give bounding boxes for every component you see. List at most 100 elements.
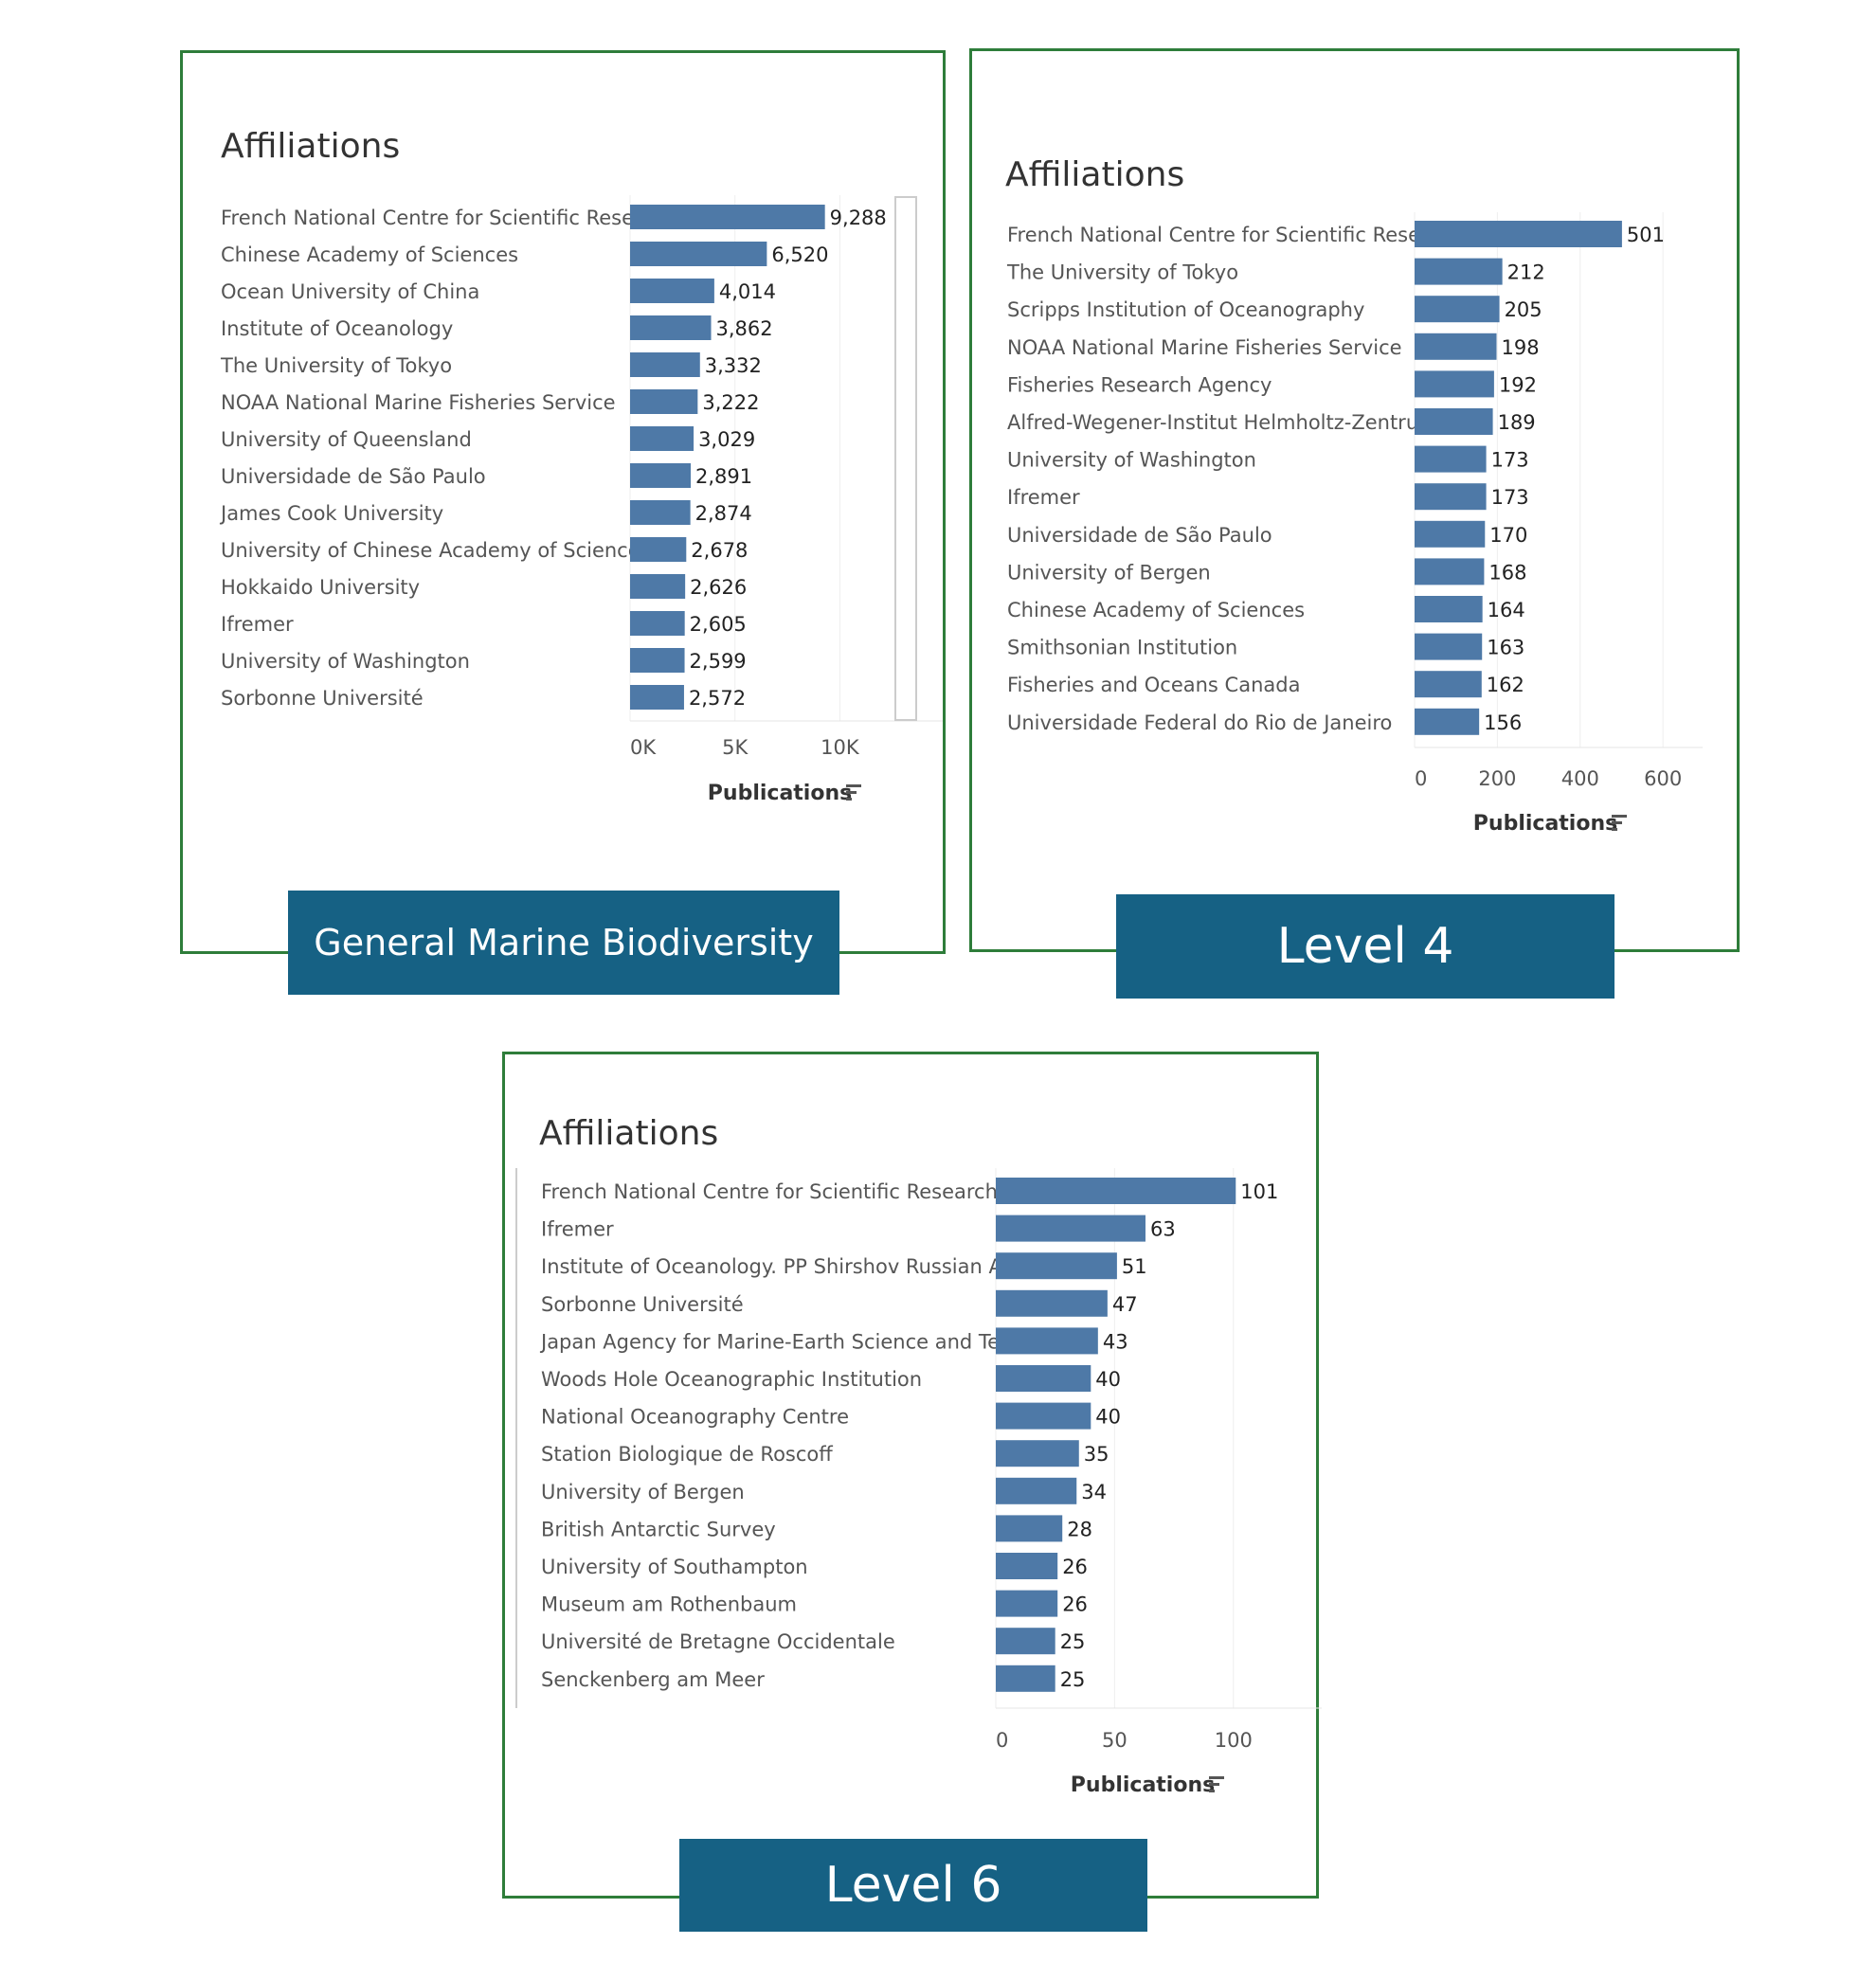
bar: [1415, 596, 1483, 622]
category-label: Sorbonne Université: [221, 687, 424, 710]
bar: [996, 1178, 1236, 1204]
x-tick-label: 0K: [630, 736, 657, 759]
category-label: University of Bergen: [1007, 561, 1211, 584]
value-label: 47: [1112, 1293, 1138, 1316]
bar: [630, 500, 691, 525]
bar: [630, 279, 714, 303]
category-label: Sorbonne Université: [541, 1293, 744, 1316]
value-label: 198: [1502, 336, 1540, 359]
value-label: 2,599: [690, 650, 747, 673]
scrollbar-track: [894, 196, 917, 721]
chart-title: Affiliations: [1005, 155, 1184, 194]
bar: [996, 1515, 1063, 1542]
category-label: Ocean University of China: [221, 280, 479, 303]
value-label: 35: [1084, 1443, 1109, 1466]
bar: [996, 1553, 1058, 1579]
bar: [996, 1440, 1079, 1467]
category-label: Museum am Rothenbaum: [541, 1593, 797, 1616]
value-label: 205: [1505, 298, 1542, 321]
category-label: National Oceanography Centre: [541, 1406, 849, 1429]
bar: [996, 1590, 1058, 1617]
value-label: 2,626: [690, 576, 747, 599]
category-label: Institute of Oceanology: [221, 317, 453, 340]
category-label: Université de Bretagne Occidentale: [541, 1630, 895, 1653]
x-axis-label: Publications: [1071, 1773, 1215, 1797]
value-label: 3,029: [698, 428, 755, 451]
bar: [630, 426, 694, 451]
category-label: Fisheries and Oceans Canada: [1007, 674, 1300, 696]
bar: [630, 315, 712, 340]
chart-panel-general: Affiliations French National Centre for S…: [180, 50, 946, 954]
value-label: 501: [1627, 224, 1665, 246]
category-label: Chinese Academy of Sciences: [1007, 599, 1305, 621]
value-label: 2,605: [690, 613, 747, 636]
category-label: Woods Hole Oceanographic Institution: [541, 1368, 922, 1391]
value-label: 3,332: [705, 354, 762, 377]
value-label: 9,288: [830, 207, 887, 229]
category-label: Senckenberg am Meer: [541, 1668, 765, 1691]
bar: [1415, 520, 1486, 548]
category-label: James Cook University: [219, 502, 443, 525]
bar: [1415, 633, 1483, 660]
category-label: French National Centre for Scientific Re…: [221, 207, 677, 229]
chart-panel-level6: Affiliations French National Centre for S…: [502, 1052, 1322, 1899]
value-label: 63: [1150, 1218, 1176, 1241]
value-label: 101: [1240, 1180, 1278, 1203]
category-label: Station Biologique de Roscoff: [541, 1443, 833, 1466]
value-label: 173: [1491, 449, 1529, 472]
x-tick-label: 600: [1644, 767, 1682, 790]
value-label: 6,520: [771, 243, 828, 266]
bar: [1415, 445, 1487, 473]
category-label: University of Washington: [221, 650, 470, 673]
category-label: Hokkaido University: [221, 576, 420, 599]
x-tick-label: 10K: [821, 736, 860, 759]
caption-level6: Level 6: [679, 1839, 1147, 1932]
category-label: NOAA National Marine Fisheries Service: [221, 391, 616, 414]
bar: [630, 352, 700, 377]
value-label: 25: [1060, 1668, 1086, 1691]
category-label: British Antarctic Survey: [541, 1518, 776, 1540]
category-label: Ifremer: [1007, 486, 1080, 509]
bar: [996, 1365, 1091, 1392]
value-label: 43: [1103, 1330, 1128, 1353]
x-tick-label: 100: [1215, 1729, 1253, 1752]
bar: [630, 574, 686, 599]
bar: [1415, 258, 1503, 285]
bar: [630, 685, 684, 710]
bar: [630, 648, 685, 673]
bar: [1415, 296, 1500, 323]
sort-icon: [1612, 815, 1627, 831]
value-label: 192: [1499, 373, 1537, 396]
category-label: Fisheries Research Agency: [1007, 373, 1272, 396]
bar: [630, 611, 685, 636]
value-label: 40: [1095, 1406, 1121, 1429]
category-label: University of Queensland: [221, 428, 472, 451]
caption-general: General Marine Biodiversity: [288, 891, 839, 995]
bar: [630, 242, 767, 266]
value-label: 168: [1488, 561, 1526, 584]
category-label: NOAA National Marine Fisheries Service: [1007, 336, 1402, 359]
sort-icon: [846, 784, 861, 801]
bar: [996, 1327, 1098, 1355]
caption-level4: Level 4: [1116, 894, 1614, 999]
chart-general-svg: Affiliations French National Centre for S…: [219, 127, 943, 805]
category-label: French National Centre for Scientific Re…: [1007, 224, 1464, 246]
value-label: 40: [1095, 1368, 1121, 1391]
category-label: Chinese Academy of Sciences: [221, 243, 518, 266]
category-label: Universidade de São Paulo: [1007, 524, 1272, 547]
value-label: 51: [1122, 1255, 1147, 1278]
category-label: Universidade Federal do Rio de Janeiro: [1007, 711, 1392, 734]
bar: [1415, 408, 1493, 435]
category-label: Institute of Oceanology. PP Shirshov Rus…: [541, 1255, 1025, 1278]
bar: [630, 537, 687, 562]
category-label: Japan Agency for Marine-Earth Science an…: [539, 1330, 1023, 1353]
x-tick-label: 5K: [722, 736, 749, 759]
chart-title: Affiliations: [221, 127, 400, 166]
value-label: 2,891: [695, 465, 752, 488]
category-label: The University of Tokyo: [1006, 261, 1238, 284]
value-label: 34: [1081, 1481, 1107, 1503]
x-axis-label: Publications: [708, 782, 852, 805]
value-label: 189: [1498, 411, 1536, 434]
value-label: 163: [1487, 637, 1524, 659]
chart-level4-svg: Affiliations French National Centre for S…: [1005, 155, 1703, 836]
